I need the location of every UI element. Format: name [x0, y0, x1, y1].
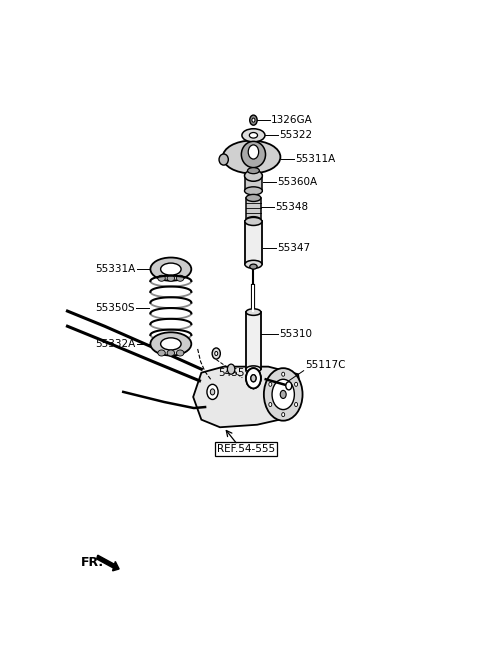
Circle shape	[252, 118, 255, 122]
Circle shape	[212, 348, 220, 359]
Ellipse shape	[245, 217, 262, 226]
Text: FR.: FR.	[81, 556, 104, 569]
Ellipse shape	[167, 350, 175, 356]
Circle shape	[272, 379, 294, 409]
Circle shape	[251, 375, 256, 382]
Ellipse shape	[241, 141, 265, 168]
Ellipse shape	[250, 264, 257, 269]
Text: 55311A: 55311A	[296, 154, 336, 163]
Circle shape	[228, 364, 235, 374]
Polygon shape	[193, 367, 302, 427]
Text: 55360A: 55360A	[277, 177, 317, 187]
Ellipse shape	[219, 154, 228, 165]
Ellipse shape	[246, 309, 261, 316]
Text: 55348: 55348	[276, 201, 309, 211]
Ellipse shape	[246, 366, 261, 373]
Circle shape	[246, 368, 261, 388]
Text: 55347: 55347	[277, 243, 311, 253]
Circle shape	[282, 413, 285, 417]
Text: 55322: 55322	[279, 131, 312, 140]
Ellipse shape	[158, 350, 165, 356]
Ellipse shape	[244, 187, 263, 195]
Text: 1326GA: 1326GA	[271, 115, 313, 125]
Ellipse shape	[246, 194, 261, 201]
Circle shape	[210, 389, 215, 395]
Ellipse shape	[161, 263, 181, 276]
Circle shape	[269, 403, 272, 407]
Ellipse shape	[249, 133, 258, 138]
Circle shape	[280, 390, 286, 398]
Circle shape	[251, 375, 256, 382]
Ellipse shape	[177, 276, 184, 281]
Circle shape	[250, 115, 257, 125]
Ellipse shape	[246, 216, 261, 224]
Circle shape	[282, 372, 285, 377]
Ellipse shape	[167, 276, 175, 281]
Ellipse shape	[248, 168, 259, 174]
FancyBboxPatch shape	[245, 222, 262, 264]
Ellipse shape	[150, 258, 192, 281]
Ellipse shape	[177, 350, 184, 356]
Text: 55310: 55310	[279, 329, 312, 338]
Text: 55350S: 55350S	[95, 302, 134, 312]
Circle shape	[269, 382, 272, 386]
Circle shape	[264, 368, 302, 420]
Circle shape	[286, 382, 292, 390]
FancyBboxPatch shape	[246, 198, 261, 220]
FancyBboxPatch shape	[246, 312, 261, 369]
Ellipse shape	[158, 276, 165, 281]
Ellipse shape	[244, 170, 263, 181]
Text: 54559B: 54559B	[218, 367, 258, 378]
Circle shape	[207, 384, 218, 400]
Circle shape	[295, 382, 298, 386]
FancyArrow shape	[96, 555, 119, 571]
Text: REF.54-555: REF.54-555	[217, 444, 275, 454]
Ellipse shape	[150, 333, 192, 356]
Circle shape	[215, 352, 218, 356]
Ellipse shape	[242, 129, 265, 142]
Text: 55331A: 55331A	[96, 264, 136, 274]
Ellipse shape	[223, 140, 280, 173]
Text: 55332A: 55332A	[96, 339, 136, 349]
Circle shape	[248, 145, 259, 159]
Circle shape	[246, 368, 261, 388]
Text: 55117C: 55117C	[305, 359, 345, 370]
Ellipse shape	[161, 338, 181, 350]
FancyBboxPatch shape	[244, 176, 263, 191]
Ellipse shape	[245, 260, 262, 268]
Circle shape	[295, 403, 298, 407]
